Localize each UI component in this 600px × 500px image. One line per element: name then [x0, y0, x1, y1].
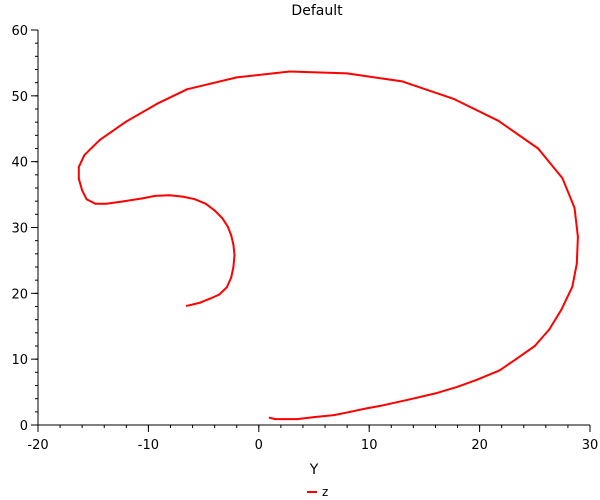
data-point — [225, 286, 228, 289]
data-point — [193, 198, 196, 201]
data-point — [515, 358, 517, 361]
data-point — [199, 301, 202, 304]
data-point — [561, 177, 564, 180]
data-point — [77, 165, 80, 168]
data-point — [140, 197, 143, 200]
x-ticks: -20 -10 0 10 20 30 — [27, 425, 598, 453]
x-tick-label: 0 — [255, 438, 263, 453]
data-point — [123, 200, 126, 203]
data-point — [537, 147, 540, 150]
data-point — [98, 138, 101, 141]
data-point — [401, 80, 404, 83]
legend: z — [307, 485, 328, 499]
chart-title: Default — [291, 3, 343, 19]
data-point — [221, 217, 224, 220]
data-point — [560, 308, 563, 311]
data-point — [498, 369, 501, 372]
data-point — [274, 418, 277, 421]
y-tick-label: 10 — [11, 353, 28, 368]
data-point — [456, 385, 459, 388]
data-point — [235, 76, 238, 79]
y-tick-label: 20 — [11, 287, 28, 302]
data-point — [156, 102, 159, 105]
data-point — [313, 416, 315, 419]
data-point — [364, 407, 367, 410]
y-ticks: 0 10 20 30 40 50 60 — [11, 24, 38, 434]
data-point — [230, 234, 233, 237]
data-point — [332, 414, 335, 417]
data-point — [186, 304, 188, 307]
data-point — [497, 119, 500, 122]
data-point — [232, 243, 235, 246]
data-point — [573, 206, 576, 209]
y-tick-label: 0 — [20, 419, 28, 434]
data-point — [226, 225, 229, 228]
data-point — [105, 202, 108, 205]
data-point — [181, 195, 184, 198]
data-point — [77, 177, 80, 180]
data-point — [204, 202, 207, 205]
data-point — [571, 285, 574, 288]
data-point — [209, 297, 212, 300]
data-point — [476, 378, 479, 381]
data-point — [346, 72, 349, 75]
y-tick-label: 50 — [11, 90, 28, 105]
data-point — [296, 418, 299, 421]
data-point — [213, 209, 216, 212]
data-point — [379, 404, 382, 407]
x-tick-label: 10 — [361, 438, 378, 453]
data-point — [576, 235, 579, 238]
data-point — [154, 194, 156, 197]
data-point — [533, 345, 536, 347]
data-point — [230, 276, 233, 279]
data-point — [83, 154, 86, 157]
series-points-z — [77, 70, 579, 421]
y-tick-label: 40 — [11, 156, 28, 171]
data-point — [409, 398, 411, 401]
data-point — [548, 328, 551, 331]
data-point — [94, 202, 97, 205]
series-line-z — [77, 70, 579, 421]
x-tick-label: -20 — [27, 438, 48, 453]
data-point — [125, 120, 128, 123]
data-point — [168, 194, 171, 197]
x-tick-label: 30 — [582, 438, 599, 453]
x-tick-label: 20 — [471, 438, 488, 453]
data-point — [81, 189, 84, 192]
x-tick-label: -10 — [138, 438, 159, 453]
data-point — [349, 410, 352, 413]
data-point — [232, 266, 235, 268]
data-point — [268, 416, 271, 419]
y-tick-label: 60 — [11, 24, 28, 39]
data-point — [85, 198, 88, 201]
legend-label-z: z — [322, 485, 328, 499]
data-point — [186, 88, 188, 91]
data-point — [453, 98, 456, 101]
x-axis-label: Y — [309, 462, 319, 478]
y-tick-label: 30 — [11, 222, 28, 237]
data-point — [233, 254, 236, 257]
data-point — [288, 70, 291, 73]
data-point — [434, 392, 437, 395]
data-point — [191, 303, 194, 306]
data-point — [218, 293, 221, 296]
data-point — [575, 262, 578, 265]
